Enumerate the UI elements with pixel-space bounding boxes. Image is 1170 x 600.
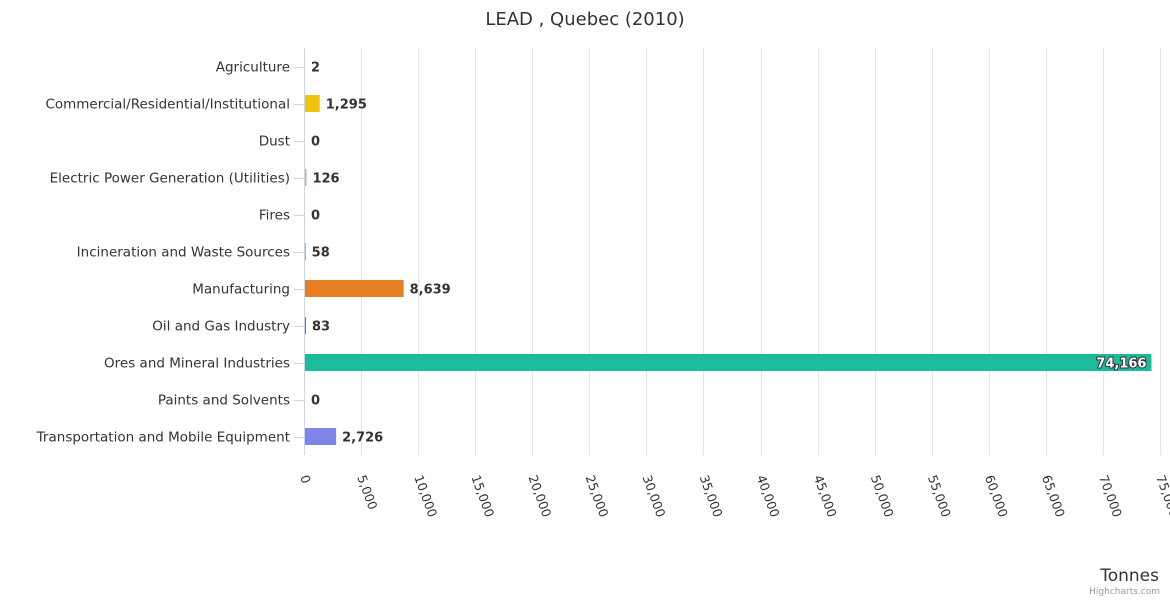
- bar[interactable]: [305, 243, 306, 260]
- category-label: Ores and Mineral Industries: [104, 356, 290, 372]
- x-tick-label: 65,000: [1039, 473, 1068, 519]
- x-tick-label: 35,000: [697, 473, 726, 519]
- bar[interactable]: [305, 428, 337, 445]
- data-label: 126: [312, 172, 339, 187]
- category-label: Paints and Solvents: [158, 393, 290, 409]
- x-tick-label: 20,000: [525, 473, 554, 519]
- x-tick-label: 40,000: [754, 473, 783, 519]
- category-label: Commercial/Residential/Institutional: [45, 97, 290, 113]
- chart-title: LEAD , Quebec (2010): [485, 9, 684, 30]
- data-label: 0: [311, 135, 320, 150]
- x-tick-label: 75,000: [1153, 473, 1170, 519]
- bars: [305, 58, 1152, 445]
- category-label: Transportation and Mobile Equipment: [36, 430, 290, 446]
- bar[interactable]: [305, 280, 404, 297]
- data-label: 2: [311, 61, 320, 76]
- bar[interactable]: [305, 95, 320, 112]
- x-tick-label: 10,000: [411, 473, 440, 519]
- x-tick-label: 50,000: [868, 473, 897, 519]
- category-label: Fires: [259, 208, 290, 224]
- category-labels: Agriculture Commercial/Residential/Instit…: [36, 60, 290, 446]
- x-tick-label: 45,000: [811, 473, 840, 519]
- data-label: 0: [311, 394, 320, 409]
- data-label: 74,166: [1096, 357, 1146, 372]
- category-label: Dust: [259, 134, 290, 150]
- category-label: Electric Power Generation (Utilities): [50, 171, 290, 187]
- x-tick-label: 0: [297, 473, 314, 486]
- data-label: 8,639: [410, 283, 451, 298]
- category-label: Manufacturing: [192, 282, 290, 298]
- bar[interactable]: [305, 169, 307, 186]
- data-label: 83: [312, 320, 330, 335]
- data-label: 2,726: [342, 431, 383, 446]
- bar[interactable]: [305, 354, 1152, 371]
- category-label: Agriculture: [216, 60, 290, 76]
- x-tick-label: 25,000: [583, 473, 612, 519]
- gridlines: [294, 48, 1161, 455]
- credits-link[interactable]: Highcharts.com: [1089, 587, 1160, 597]
- data-label: 58: [312, 246, 330, 261]
- x-tick-label: 5,000: [354, 473, 380, 512]
- bar[interactable]: [305, 317, 306, 334]
- data-label: 0: [311, 209, 320, 224]
- x-tick-label: 30,000: [640, 473, 669, 519]
- x-tick-label: 70,000: [1096, 473, 1125, 519]
- category-label: Incineration and Waste Sources: [77, 245, 290, 261]
- category-label: Oil and Gas Industry: [152, 319, 290, 335]
- tick-labels: 0 5,000 10,000 15,000 20,000 25,000 30,000 35,0…: [297, 473, 1170, 519]
- data-labels: 2 1,295 0 126 0 58 8,639 83 74,166 0 2,726: [311, 61, 1147, 446]
- data-label: 1,295: [326, 98, 367, 113]
- x-tick-label: 55,000: [925, 473, 954, 519]
- x-tick-label: 60,000: [982, 473, 1011, 519]
- value-axis-title: Tonnes: [1099, 566, 1159, 586]
- x-tick-label: 15,000: [468, 473, 497, 519]
